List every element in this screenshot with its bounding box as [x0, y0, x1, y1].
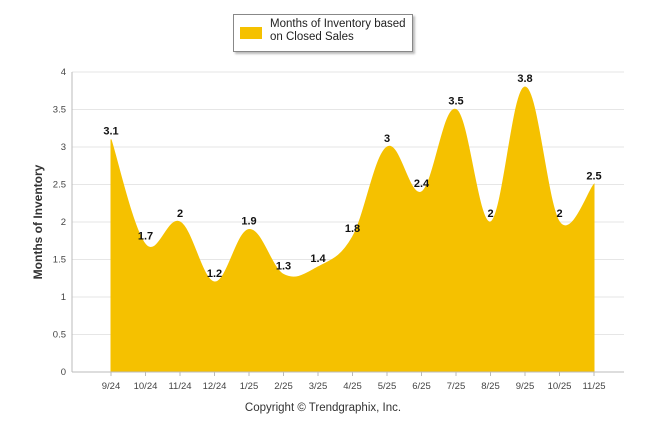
x-tick-label: 9/24 — [102, 381, 121, 392]
data-label: 3.1 — [103, 126, 118, 138]
x-tick-label: 2/25 — [274, 381, 293, 392]
data-label: 2 — [556, 208, 562, 220]
x-tick-label: 6/25 — [412, 381, 431, 392]
y-tick-label: 4 — [61, 67, 66, 78]
y-tick-label: 0.5 — [53, 330, 66, 341]
legend-label-line1: Months of Inventory based — [270, 18, 406, 30]
x-tick-label: 4/25 — [343, 381, 362, 392]
data-label: 2.5 — [586, 171, 601, 183]
data-label: 3.8 — [517, 73, 532, 85]
data-label: 1.4 — [310, 253, 326, 265]
x-tick-label: 11/25 — [582, 381, 605, 392]
copyright: Copyright © Trendgraphix, Inc. — [244, 402, 402, 414]
y-axis-label: Months of Inventory — [31, 164, 45, 279]
data-label: 1.9 — [241, 216, 256, 228]
data-label: 1.3 — [276, 261, 291, 273]
x-tick-label: 7/25 — [447, 381, 466, 392]
data-label: 1.8 — [345, 223, 360, 235]
legend[interactable]: Months of Inventory based on Closed Sale… — [233, 14, 413, 52]
data-label: 2.4 — [414, 178, 430, 190]
data-label: 3 — [384, 133, 390, 145]
x-tick-label: 8/25 — [481, 381, 500, 392]
axes: 0 0.5 1 1.5 2 2.5 3 3.5 4 9/24 10/24 11/24 12/24 1/25… — [53, 67, 624, 392]
y-tick-label: 1.5 — [53, 255, 66, 266]
data-label: 1.2 — [207, 268, 222, 280]
x-tick-label: 1/25 — [240, 381, 259, 392]
area-fill — [110, 86, 595, 373]
data-label: 1.7 — [138, 231, 153, 243]
y-tick-label: 0 — [61, 367, 66, 378]
x-tick-label: 9/25 — [516, 381, 535, 392]
x-tick-label: 5/25 — [378, 381, 397, 392]
legend-swatch — [240, 27, 262, 39]
data-label: 3.5 — [448, 96, 463, 108]
area-series — [110, 86, 595, 373]
legend-label-line2: on Closed Sales — [270, 31, 354, 43]
x-tick-label: 3/25 — [309, 381, 328, 392]
x-tick-label: 11/24 — [168, 381, 191, 392]
data-labels: 3.1 1.7 2 1.2 1.9 1.3 1.4 1.8 3 2.4 3.5 2 3.8 2 2.5 — [103, 73, 601, 280]
y-tick-label: 1 — [61, 292, 66, 303]
legend-label: Months of Inventory based on Closed Sale… — [270, 18, 410, 44]
y-tick-label: 2 — [61, 217, 66, 228]
y-tick-label: 2.5 — [53, 180, 66, 191]
x-tick-label: 10/24 — [134, 381, 158, 392]
y-tick-label: 3.5 — [53, 105, 66, 116]
y-tick-label: 3 — [61, 142, 66, 153]
x-tick-label: 12/24 — [203, 381, 227, 392]
x-tick-label: 10/25 — [548, 381, 572, 392]
data-label: 2 — [487, 208, 493, 220]
data-label: 2 — [177, 208, 183, 220]
